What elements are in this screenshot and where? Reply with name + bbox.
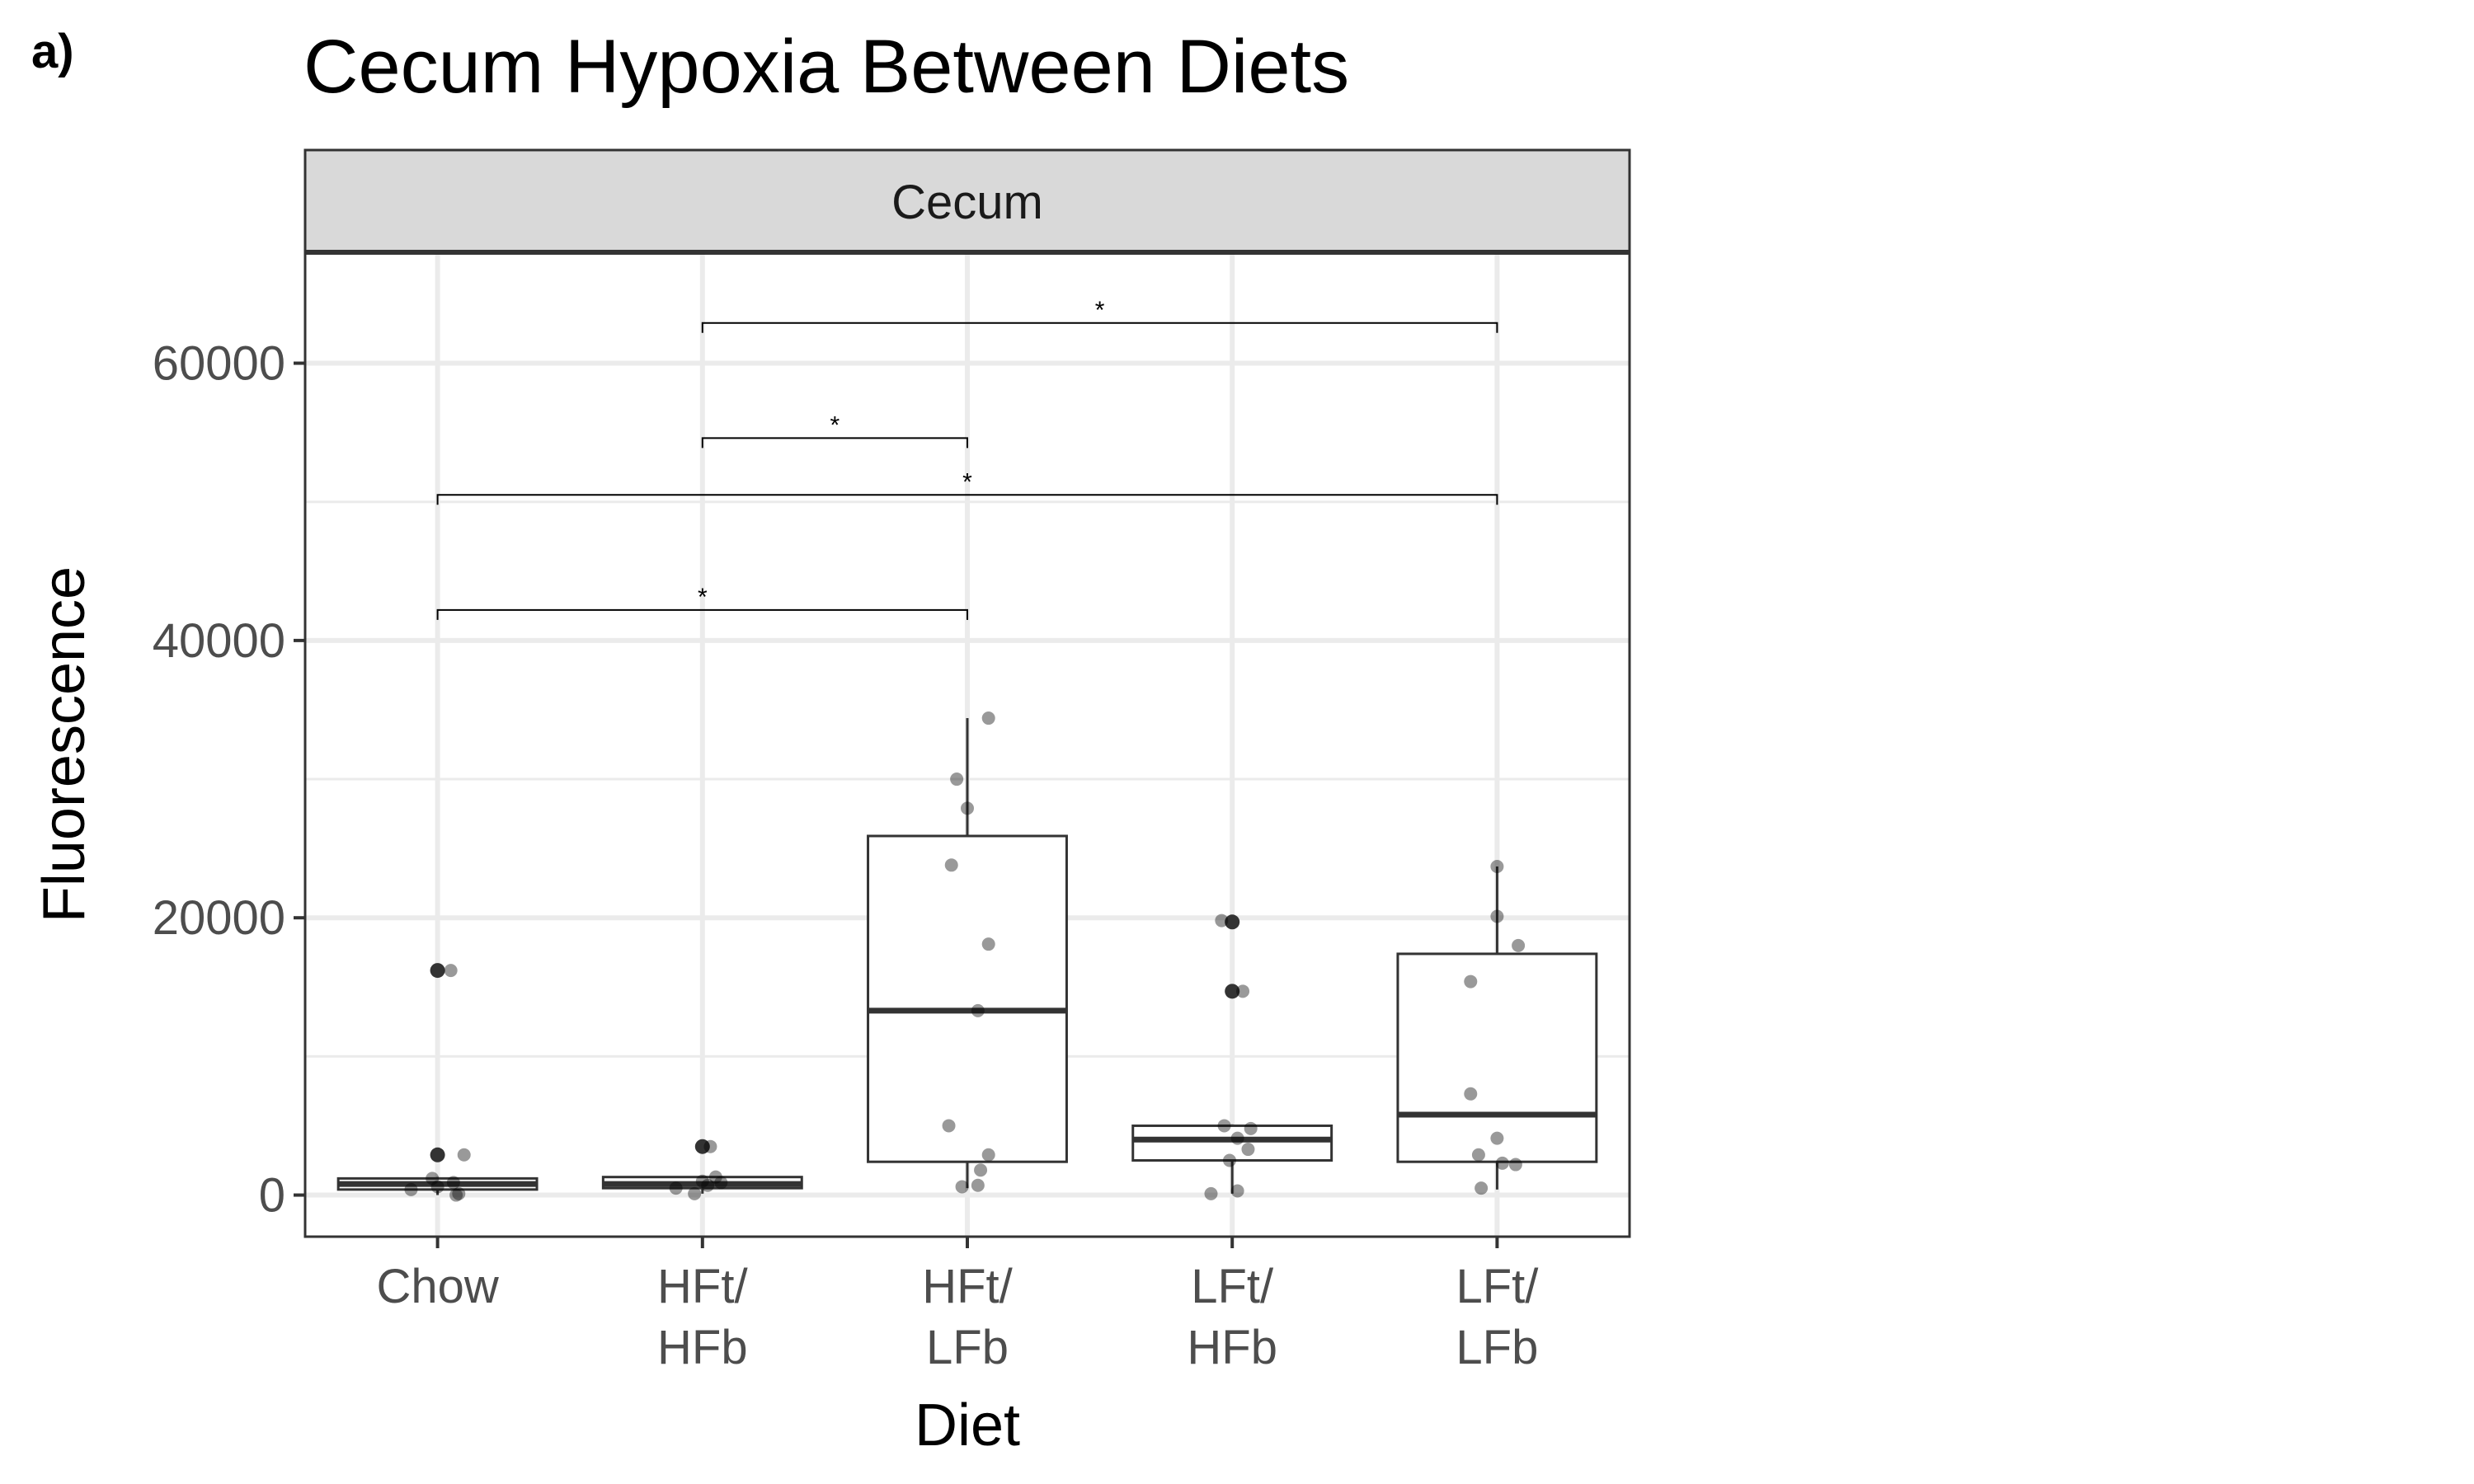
box-group	[1396, 866, 1598, 1190]
jitter-point	[981, 1148, 995, 1162]
jitter-point	[1215, 913, 1229, 928]
panel-tag: a)	[31, 25, 74, 78]
jitter-point	[974, 1163, 988, 1177]
jitter-point	[981, 711, 995, 726]
jitter-point	[1222, 1153, 1236, 1167]
jitter-point	[1471, 1148, 1485, 1162]
jitter-point	[944, 858, 958, 872]
jitter-point	[1241, 1143, 1255, 1157]
significance-bracket: *	[701, 297, 1498, 333]
significance-bracket: *	[436, 468, 1498, 505]
jitter-point	[695, 1174, 709, 1188]
bracket-line	[436, 494, 1498, 505]
jitter-point	[1508, 1158, 1522, 1172]
jitter-point	[981, 937, 995, 951]
jitter-point	[1244, 1121, 1258, 1135]
jitter-point	[669, 1181, 683, 1195]
jitter-point	[942, 1119, 956, 1133]
y-tick-label: 0	[259, 1169, 285, 1223]
jitter-point	[1490, 909, 1504, 923]
jitter-point	[452, 1186, 466, 1200]
significance-label: *	[830, 411, 840, 439]
facet-strip	[303, 148, 1631, 254]
significance-label: *	[962, 468, 972, 495]
data-points	[404, 711, 1526, 1202]
significance-bracket: *	[436, 584, 968, 620]
jitter-point	[1217, 1119, 1231, 1133]
jitter-point	[1475, 1181, 1489, 1195]
outlier-point	[430, 1147, 445, 1162]
significance-label: *	[1095, 297, 1105, 324]
jitter-point	[449, 1188, 463, 1202]
boxes	[336, 718, 1598, 1195]
jitter-point	[404, 1182, 418, 1196]
box-group	[1131, 914, 1333, 1194]
jitter-point	[1204, 1186, 1218, 1200]
jitter-point	[971, 1003, 985, 1017]
jitter-point	[950, 773, 964, 787]
chart-title: Cecum Hypoxia Between Diets	[303, 25, 1349, 109]
outlier-point	[1225, 984, 1240, 999]
jitter-point	[955, 1180, 969, 1194]
jitter-point	[457, 1148, 471, 1162]
box-group	[601, 1139, 803, 1194]
bracket-line	[701, 322, 1498, 333]
significance-brackets: * * * *	[436, 297, 1498, 620]
facet-label: Cecum	[891, 176, 1043, 229]
jitter-point	[714, 1176, 728, 1190]
y-axis-title: Fluorescence	[31, 566, 97, 923]
outlier-point	[430, 963, 445, 979]
jitter-point	[1512, 938, 1526, 952]
y-tick-label: 60000	[153, 337, 285, 391]
jitter-point	[1464, 974, 1478, 989]
x-tick-label: LFt/LFb	[1456, 1260, 1539, 1374]
box	[1396, 952, 1598, 1163]
outlier-point	[1225, 914, 1240, 930]
jitter-point	[971, 1178, 985, 1192]
jitter-point	[703, 1139, 717, 1153]
x-tick-label: Chow	[376, 1260, 499, 1313]
bracket-line	[701, 437, 968, 448]
x-tick-label: HFt/LFb	[922, 1260, 1013, 1374]
jitter-point	[701, 1178, 715, 1192]
jitter-point	[708, 1170, 722, 1184]
jitter-point	[430, 1180, 444, 1194]
jitter-point	[1495, 1156, 1509, 1170]
jitter-point	[446, 1176, 460, 1190]
box-group	[336, 963, 539, 1195]
x-axis-title: Diet	[915, 1392, 1020, 1458]
jitter-point	[961, 801, 974, 815]
jitter-point	[1464, 1087, 1478, 1101]
jitter-point	[1490, 859, 1504, 873]
y-tick-label: 40000	[153, 614, 285, 668]
jitter-point	[1236, 984, 1250, 998]
jitter-point	[426, 1172, 440, 1186]
axes: 0 20000 40000 60000 Chow HFt/HFb HFt/LFb LFt/HF…	[153, 337, 1540, 1374]
jitter-point	[444, 964, 458, 978]
jitter-point	[688, 1186, 702, 1200]
box	[867, 834, 1068, 1163]
jitter-point	[1490, 1131, 1504, 1145]
bracket-line	[436, 608, 968, 620]
jitter-point	[1230, 1184, 1244, 1198]
y-tick-label: 20000	[153, 891, 285, 945]
outlier-point	[694, 1139, 710, 1154]
box	[1131, 1124, 1333, 1162]
x-tick-label: HFt/HFb	[657, 1260, 748, 1374]
significance-bracket: *	[701, 411, 968, 448]
significance-label: *	[698, 584, 708, 611]
box-group	[867, 718, 1068, 1189]
jitter-point	[1230, 1131, 1244, 1145]
x-tick-label: LFt/HFb	[1187, 1260, 1277, 1374]
